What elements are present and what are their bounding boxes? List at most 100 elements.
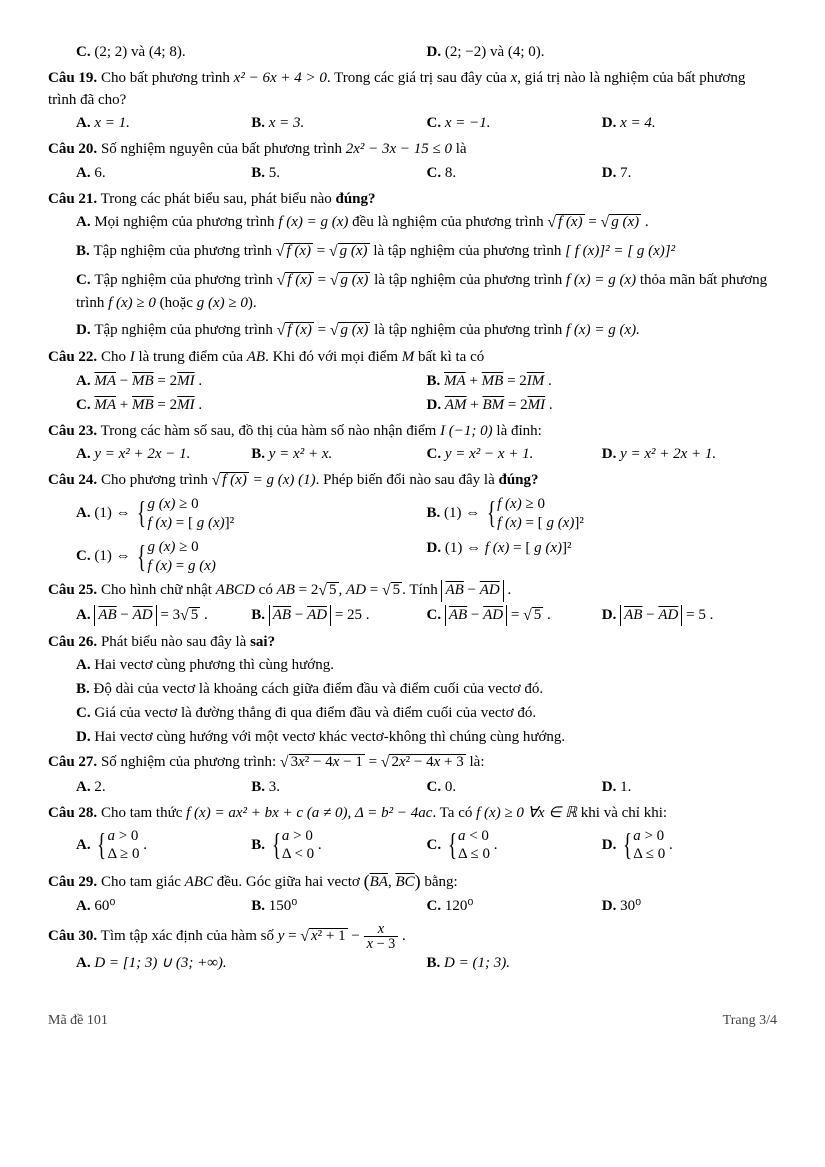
q19-b-text: x = 3. xyxy=(269,115,305,131)
q30-text: Tìm tập xác định của hàm số xyxy=(97,928,278,944)
q19-d-text: x = 4. xyxy=(620,115,656,131)
q21: Câu 21. Trong các phát biểu sau, phát bi… xyxy=(48,189,777,211)
q24-a: A. (1) ⇔ {g (x) ≥ 0f (x) = [ g (x)]² xyxy=(76,495,427,533)
q21-a3: đều là nghiệm của phương trình xyxy=(348,214,547,230)
q20-tail: là xyxy=(452,141,467,157)
q21-a: A. Mọi nghiệm của phương trình f (x) = g… xyxy=(48,212,777,235)
q18-d-text: (2; −2) và (4; 0). xyxy=(445,44,545,60)
q27-b: B. 3. xyxy=(251,777,426,799)
q21-c3: là tập nghiệm của phương trình xyxy=(374,272,566,288)
q27-c: C. 0. xyxy=(427,777,602,799)
q23-c: C. y = x² − x + 1. xyxy=(427,444,602,466)
q23-label: Câu 23. xyxy=(48,423,97,439)
q25-options: A. AB − AD = 3√5 . B. AB − AD = 25 . C. … xyxy=(48,603,777,628)
q23-options: A. y = x² + 2x − 1. B. y = x² + x. C. y … xyxy=(48,442,777,466)
q28-e2: f (x) ≥ 0 ∀x ∈ ℝ xyxy=(476,805,577,821)
q25-t1: Cho hình chữ nhật xyxy=(97,582,216,598)
q25-a: A. AB − AD = 3√5 . xyxy=(76,605,251,628)
q25: Câu 25. Cho hình chữ nhật ABCD có AB = 2… xyxy=(48,580,777,603)
q21-bold: đúng? xyxy=(335,191,375,207)
q21-c7: (hoặc xyxy=(156,295,197,311)
q21-label: Câu 21. xyxy=(48,191,97,207)
q24-t2: . Phép biến đổi nào sau đây là xyxy=(316,472,499,488)
q21-c4: f (x) = g (x) xyxy=(566,272,636,288)
q28-b: B. {a > 0Δ < 0 . xyxy=(251,827,426,865)
q19-text1: Cho bất phương trình xyxy=(97,70,233,86)
q22-AB: AB xyxy=(247,349,265,365)
q22-t4: bất kì ta có xyxy=(414,349,484,365)
q21-b: B. Tập nghiệm của phương trình √f (x) = … xyxy=(48,241,777,264)
q22-d: D. AM + BM = 2MI . xyxy=(427,395,778,417)
q27-text: Số nghiệm của phương trình: xyxy=(97,754,280,770)
q19-text2: . Trong các giá trị sau đây của xyxy=(327,70,511,86)
q29-abc: ABC xyxy=(185,874,213,890)
q26-label: Câu 26. xyxy=(48,634,97,650)
q21-d1: Tập nghiệm của phương trình xyxy=(94,322,276,338)
q27-label: Câu 27. xyxy=(48,754,97,770)
q22-t3: . Khi đó với mọi điểm xyxy=(265,349,402,365)
q23-d: D. y = x² + 2x + 1. xyxy=(602,444,777,466)
q28-t2: . Ta có xyxy=(432,805,476,821)
q23-b-t: y = x² + x. xyxy=(269,446,332,462)
q20: Câu 20. Số nghiệm nguyên của bất phương … xyxy=(48,139,777,161)
q23-b: B. y = x² + x. xyxy=(251,444,426,466)
q21-a1: Mọi nghiệm của phương trình xyxy=(94,214,278,230)
q22-label: Câu 22. xyxy=(48,349,97,365)
q21-a2: f (x) = g (x) xyxy=(278,214,348,230)
q21-bexpr: [ f (x)]² = [ g (x)]² xyxy=(565,243,675,259)
q18-opt-c: C. (2; 2) và (4; 8). xyxy=(76,42,427,64)
q19-expr: x² − 6x + 4 > 0 xyxy=(234,70,327,86)
q26: Câu 26. Phát biểu nào sau đây là sai? xyxy=(48,632,777,654)
q25-label: Câu 25. xyxy=(48,582,97,598)
page-footer: Mã đề 101 Trang 3/4 xyxy=(48,1011,777,1031)
q22-M: M xyxy=(402,349,415,365)
q24-label: Câu 24. xyxy=(48,472,97,488)
q18-c-text: (2; 2) và (4; 8). xyxy=(94,44,185,60)
q20-b: B. 5. xyxy=(251,163,426,185)
q18-options: C. (2; 2) và (4; 8). D. (2; −2) và (4; 0… xyxy=(48,40,777,64)
q20-d-t: 7. xyxy=(620,165,631,181)
q30-label: Câu 30. xyxy=(48,928,97,944)
q23-a: A. y = x² + 2x − 1. xyxy=(76,444,251,466)
q23-tail: là đỉnh: xyxy=(493,423,542,439)
q20-label: Câu 20. xyxy=(48,141,97,157)
q26-b: B. Độ dài của vectơ là khoảng cách giữa … xyxy=(48,679,777,701)
q29-c: C. 120⁰ xyxy=(427,896,602,918)
q20-c: C. 8. xyxy=(427,163,602,185)
q24-row1: A. (1) ⇔ {g (x) ≥ 0f (x) = [ g (x)]² B. … xyxy=(48,493,777,533)
q29: Câu 29. Cho tam giác ABC đều. Góc giữa h… xyxy=(48,868,777,894)
q27-d: D. 1. xyxy=(602,777,777,799)
q23-pt: I (−1; 0) xyxy=(440,423,493,439)
q25-t3: . Tính xyxy=(402,582,441,598)
q20-options: A. 6. B. 5. C. 8. D. 7. xyxy=(48,161,777,185)
q19-options: A. x = 1. B. x = 3. C. x = −1. D. x = 4. xyxy=(48,111,777,135)
q29-options: A. 60⁰ B. 150⁰ C. 120⁰ D. 30⁰ xyxy=(48,894,777,918)
q21-b1: Tập nghiệm của phương trình xyxy=(94,243,276,259)
q22-b: B. MA + MB = 2IM . xyxy=(427,371,778,393)
q25-abcd: ABCD xyxy=(216,582,255,598)
q26-a-t: Hai vectơ cùng phương thì cùng hướng. xyxy=(94,657,334,673)
q21-d: D. Tập nghiệm của phương trình √f (x) = … xyxy=(48,320,777,343)
q26-a: A. Hai vectơ cùng phương thì cùng hướng. xyxy=(48,655,777,677)
q30-a: A. D = [1; 3) ∪ (3; +∞). xyxy=(76,953,427,975)
q20-a: A. 6. xyxy=(76,163,251,185)
q24-t1: Cho phương trình xyxy=(97,472,211,488)
q30-b: B. D = (1; 3). xyxy=(427,953,778,975)
q26-c: C. Giá của vectơ là đường thẳng đi qua đ… xyxy=(48,703,777,725)
q24-d: D. (1) ⇔ f (x) = [ g (x)]² xyxy=(427,538,778,576)
q22-a: A. MA − MB = 2MI . xyxy=(76,371,427,393)
q26-d: D. Hai vectơ cùng hướng với một vectơ kh… xyxy=(48,727,777,749)
q28-t1: Cho tam thức xyxy=(97,805,186,821)
q22-options-2: C. MA + MB = 2MI . D. AM + BM = 2MI . xyxy=(48,393,777,417)
q30: Câu 30. Tìm tập xác định của hàm số y = … xyxy=(48,922,777,952)
q30-a-t: D = [1; 3) ∪ (3; +∞). xyxy=(94,955,226,971)
q29-a-t: 60⁰ xyxy=(94,898,115,914)
q24-eq: = g (x) (1) xyxy=(249,472,316,488)
q21-c: C. Tập nghiệm của phương trình √f (x) = … xyxy=(48,270,777,315)
q21-b3: là tập nghiệm của phương trình xyxy=(373,243,565,259)
q26-c-t: Giá của vectơ là đường thẳng đi qua điểm… xyxy=(94,705,536,721)
q19-a: A. x = 1. xyxy=(76,113,251,135)
q29-b-t: 150⁰ xyxy=(269,898,298,914)
q19-c: C. x = −1. xyxy=(427,113,602,135)
q24-bold: đúng? xyxy=(498,472,538,488)
